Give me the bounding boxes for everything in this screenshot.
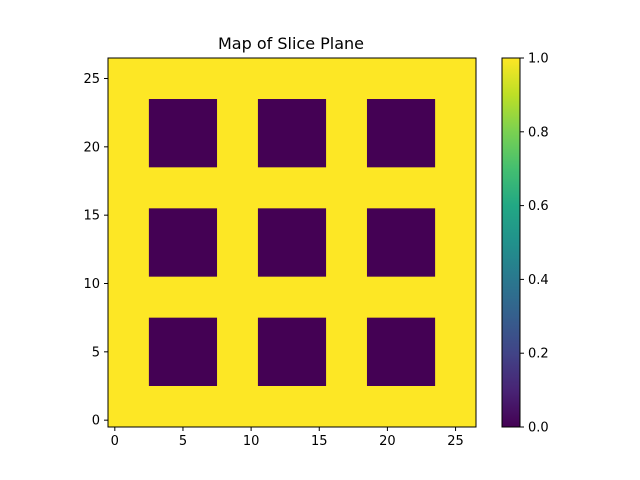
x-tick-label: 0 xyxy=(111,434,119,449)
colorbar-tick-label: 0.6 xyxy=(528,199,549,214)
y-tick-label: 20 xyxy=(83,140,100,155)
y-tick-label: 10 xyxy=(83,277,100,292)
axes: 0 5 10 15 20 25 0 5 10 15 20 25 xyxy=(83,57,477,449)
heatmap-block xyxy=(148,99,218,168)
heatmap-block xyxy=(257,208,327,277)
heatmap-block xyxy=(366,99,436,168)
x-tick-label: 15 xyxy=(311,434,328,449)
x-tick-label: 25 xyxy=(447,434,464,449)
heatmap-block xyxy=(257,317,327,386)
x-tick-label: 5 xyxy=(179,434,187,449)
colorbar-gradient xyxy=(502,58,520,427)
heatmap-block xyxy=(366,317,436,386)
heatmap-block xyxy=(257,99,327,168)
colorbar-tick-label: 0.0 xyxy=(528,421,549,436)
colorbar-frame xyxy=(501,57,521,428)
colorbar-tick-label: 0.8 xyxy=(528,125,549,140)
y-tick-label: 0 xyxy=(92,414,100,429)
colorbar-tick-label: 0.2 xyxy=(528,347,549,362)
y-tick-label: 25 xyxy=(83,72,100,87)
heatmap-block xyxy=(148,317,218,386)
heatmap-block xyxy=(148,208,218,277)
chart-title: Map of Slice Plane xyxy=(218,34,364,53)
colorbar-tick-label: 0.4 xyxy=(528,273,549,288)
heatmap-block xyxy=(366,208,436,277)
x-tick-label: 20 xyxy=(379,434,396,449)
colorbar-tick-label: 1.0 xyxy=(528,52,549,67)
x-tick-label: 10 xyxy=(243,434,260,449)
colorbar: 0.0 0.2 0.4 0.6 0.8 1.0 xyxy=(501,52,549,436)
plot-area xyxy=(108,58,476,427)
y-tick-label: 15 xyxy=(83,209,100,224)
y-tick-label: 5 xyxy=(92,345,100,360)
axes-frame xyxy=(107,57,477,428)
